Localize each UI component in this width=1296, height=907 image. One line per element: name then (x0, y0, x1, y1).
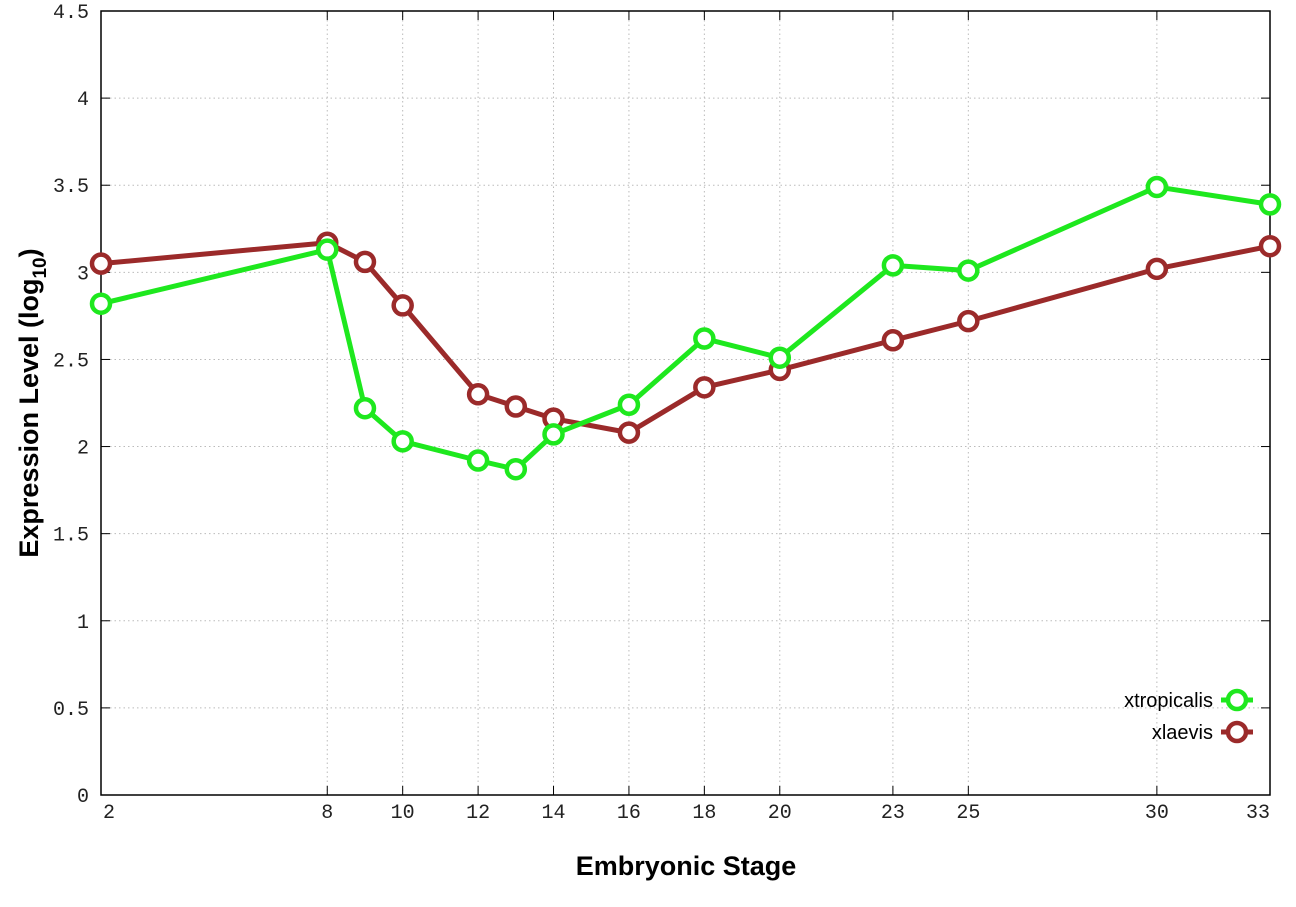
xlaevis-point (881, 329, 905, 352)
xtropicalis-line (100, 184, 1271, 472)
xlaevis-point (89, 252, 113, 275)
x-tick-label: 16 (617, 802, 641, 825)
xlaevis-point (353, 250, 377, 274)
xtropicalis-point (881, 254, 905, 277)
series (89, 175, 1282, 481)
x-axis-label: Embryonic Stage (576, 851, 797, 881)
x-tick-label: 8 (321, 802, 333, 825)
xlaevis-point (504, 395, 528, 418)
x-tick-label: 33 (1246, 802, 1270, 825)
y-tick-label: 0.5 (53, 699, 89, 722)
y-tick-label: 3 (77, 263, 89, 286)
y-axis-label: Expression Level (log10) (14, 248, 51, 557)
y-tick-label: 0 (77, 786, 89, 809)
x-tick-label: 20 (768, 802, 792, 825)
y-axis-label-main: Expression Level (log (14, 279, 44, 558)
y-tick-label: 4 (77, 89, 89, 112)
legend-marker-xlaevis (1225, 720, 1249, 744)
legend-label-xtropicalis: xtropicalis (1124, 690, 1213, 712)
xlaevis-point (1258, 234, 1282, 258)
x-tick-label: 10 (391, 802, 415, 825)
xlaevis-line (100, 240, 1271, 436)
xtropicalis-point (957, 259, 980, 282)
xlaevis-point (693, 376, 716, 399)
x-tick-label: 14 (542, 802, 566, 825)
y-axis-label-subscript: 10 (30, 257, 51, 278)
y-tick-label: 1 (77, 612, 89, 635)
xtropicalis-point (504, 457, 528, 481)
ticks: 0 0.5 1 1.5 2 2.5 3 3.5 4 4.5 2 8 10 12 14 16 18 20 23 25 30… (53, 2, 1271, 825)
xtropicalis-point (1145, 175, 1169, 199)
x-tick-label: 18 (692, 802, 716, 825)
x-tick-label: 23 (881, 802, 905, 825)
xtropicalis-point (1258, 193, 1282, 216)
xtropicalis-point (316, 238, 339, 261)
x-tick-label: 12 (466, 802, 490, 825)
xtropicalis-point (693, 327, 716, 350)
xtropicalis-point (768, 346, 792, 369)
y-tick-label: 1.5 (53, 525, 89, 548)
xtropicalis-point (391, 430, 414, 453)
y-tick-label: 2.5 (53, 350, 89, 373)
xlaevis-point (1145, 257, 1169, 281)
legend-marker-xtropicalis (1225, 688, 1249, 712)
plot-frame (100, 10, 1271, 796)
xtropicalis-point (542, 423, 565, 446)
xlaevis-point (391, 294, 414, 317)
x-tick-label: 2 (103, 802, 115, 825)
xtropicalis-point (89, 292, 113, 315)
xtropicalis-point (617, 393, 641, 416)
xlaevis-point (466, 383, 490, 406)
y-tick-label: 4.5 (53, 2, 89, 25)
y-tick-label: 3.5 (53, 176, 89, 199)
y-axis-label-suffix: ) (14, 248, 44, 257)
legend: xtropicalis xlaevis (1124, 688, 1253, 744)
legend-label-xlaevis: xlaevis (1152, 722, 1213, 744)
x-tick-label: 30 (1145, 802, 1169, 825)
xlaevis-point (617, 421, 641, 444)
x-tick-label: 25 (956, 802, 980, 825)
xtropicalis-point (353, 396, 377, 420)
xlaevis-point (957, 309, 980, 333)
y-tick-label: 2 (77, 438, 89, 461)
grid (101, 11, 1270, 795)
xtropicalis-point (466, 449, 490, 472)
